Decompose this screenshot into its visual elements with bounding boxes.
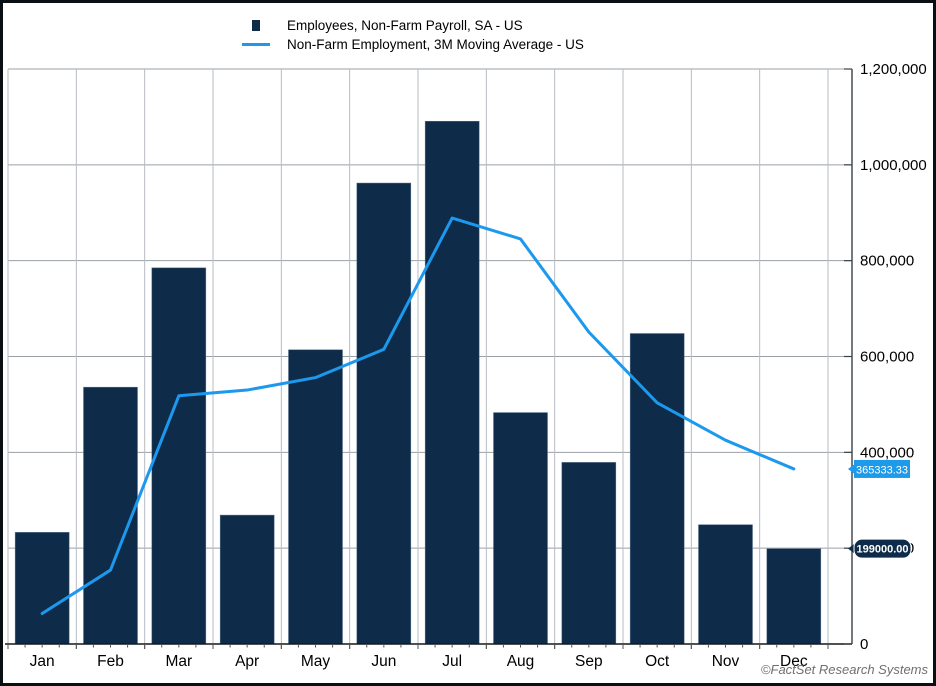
x-axis-label-jan: Jan — [30, 653, 55, 670]
x-axis-label-feb: Feb — [97, 653, 124, 670]
x-axis-label-dec: Dec — [780, 653, 808, 670]
bar-feb — [83, 386, 138, 645]
x-axis-label-aug: Aug — [507, 653, 535, 670]
y-axis-label: 1,200,000 — [860, 61, 927, 78]
line-last-value-text: 365333.33 — [856, 464, 908, 476]
y-axis-label: 800,000 — [860, 253, 914, 270]
legend-item-bar-series: Employees, Non-Farm Payroll, SA - US — [239, 17, 584, 34]
bar-oct — [629, 333, 685, 645]
bar-last-value-text: 199000.00 — [857, 544, 909, 556]
line-series-swatch-icon — [242, 43, 270, 46]
moving-average-line — [40, 216, 796, 615]
bar-series-swatch-icon — [252, 20, 260, 31]
x-axis-label-mar: Mar — [165, 653, 192, 670]
bar-may — [288, 349, 343, 645]
legend: Employees, Non-Farm Payroll, SA - US Non… — [239, 17, 584, 53]
bar-jun — [356, 182, 412, 645]
x-axis-label-apr: Apr — [235, 653, 259, 670]
y-axis-label: 1,000,000 — [860, 157, 927, 174]
x-axis-label-nov: Nov — [712, 653, 740, 670]
bar-dec — [766, 548, 822, 645]
legend-line-series-label: Non-Farm Employment, 3M Moving Average -… — [287, 37, 584, 52]
y-axis-label: 400,000 — [860, 444, 914, 461]
x-axis-label-sep: Sep — [575, 653, 603, 670]
legend-item-line-series: Non-Farm Employment, 3M Moving Average -… — [239, 36, 584, 53]
legend-bar-series-label: Employees, Non-Farm Payroll, SA - US — [287, 18, 523, 33]
bar-apr — [219, 514, 275, 645]
x-axis-label-oct: Oct — [645, 653, 670, 670]
x-axis-label-may: May — [301, 653, 331, 670]
bar-nov — [698, 524, 753, 645]
x-axis-label-jun: Jun — [371, 653, 396, 670]
bar-jul — [424, 120, 480, 645]
y-axis-label: 0 — [860, 636, 868, 653]
bar-mar — [151, 267, 207, 645]
bar-jan — [14, 532, 70, 645]
legend-swatch-cell — [239, 43, 273, 46]
bar-aug — [493, 412, 548, 645]
chart-canvas: 0200,000400,000600,000800,0001,000,0001,… — [5, 61, 927, 670]
line-last-value-badge — [854, 459, 910, 478]
bar-sep — [561, 462, 617, 645]
x-axis-label-jul: Jul — [442, 653, 462, 670]
legend-swatch-cell — [239, 20, 273, 31]
attribution: ©FactSet Research Systems — [760, 662, 928, 677]
y-axis-label: 600,000 — [860, 349, 914, 366]
bar-last-value-badge — [853, 538, 912, 559]
